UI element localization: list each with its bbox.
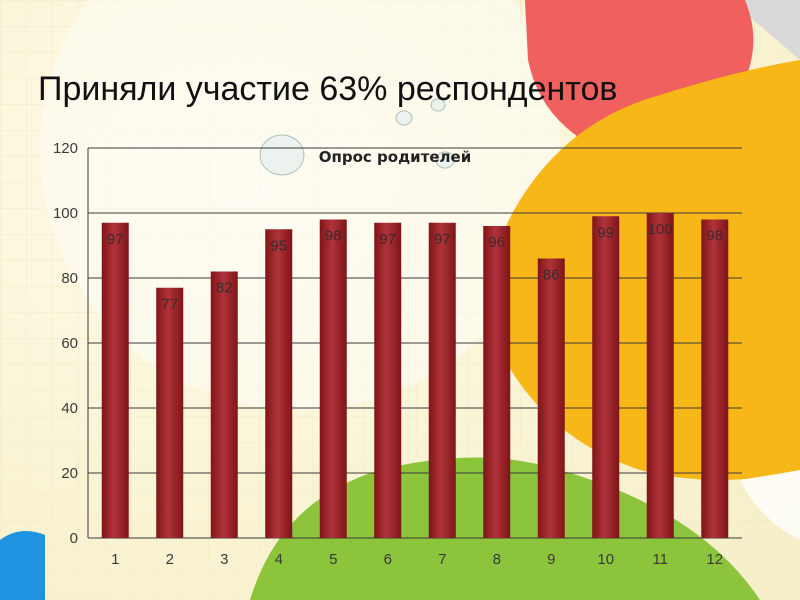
x-tick-label-10: 10 (597, 551, 614, 568)
chart-title: Опрос родителей (319, 148, 471, 166)
bar-5 (319, 219, 347, 538)
bar-8 (483, 226, 511, 538)
bar-11 (646, 213, 674, 538)
data-label-11: 100 (648, 221, 673, 238)
decor-circle-blue (0, 531, 45, 600)
bar-1 (101, 222, 129, 538)
bars (101, 213, 729, 538)
bar-12 (701, 219, 729, 538)
bar-3 (210, 271, 238, 538)
decor-circle-white-right (740, 470, 800, 540)
data-label-12: 98 (706, 228, 723, 245)
y-tick-label: 80 (61, 270, 78, 287)
data-label-4: 95 (270, 237, 287, 254)
y-tick-label: 60 (61, 335, 78, 352)
x-tick-label-3: 3 (220, 551, 228, 568)
data-label-3: 82 (216, 280, 233, 297)
bar-4 (265, 229, 293, 538)
y-tick-label: 100 (53, 205, 78, 222)
data-label-2: 77 (161, 296, 178, 313)
water-drop-small-3 (430, 98, 446, 112)
bar-6 (374, 222, 402, 538)
axes (87, 148, 742, 539)
y-tick-label: 20 (61, 465, 78, 482)
water-drop-small-1 (395, 110, 413, 126)
x-tick-label-1: 1 (111, 551, 119, 568)
x-tick-label-7: 7 (438, 551, 446, 568)
bar-10 (592, 216, 620, 538)
y-tick-label: 40 (61, 400, 78, 417)
data-label-9: 86 (543, 267, 560, 284)
x-tick-label-11: 11 (652, 551, 668, 568)
y-tick-label: 0 (70, 530, 78, 547)
data-label-8: 96 (488, 234, 505, 251)
y-tick-label: 120 (53, 140, 78, 157)
data-label-7: 97 (434, 231, 451, 248)
x-tick-label-5: 5 (329, 551, 337, 568)
data-label-5: 98 (325, 228, 342, 245)
x-tick-label-9: 9 (547, 551, 555, 568)
data-labels: 97 77 82 95 98 97 97 96 86 99 100 98 (107, 221, 723, 313)
bar-2 (156, 287, 184, 538)
x-tick-label-2: 2 (166, 551, 174, 568)
data-label-10: 99 (597, 224, 614, 241)
grid-lines (88, 147, 742, 474)
x-tick-label-6: 6 (384, 551, 392, 568)
data-label-6: 97 (379, 231, 396, 248)
x-tick-label-12: 12 (706, 551, 723, 568)
water-drop-large (259, 134, 305, 176)
water-drop-small-2 (435, 151, 455, 169)
x-tick-label-8: 8 (493, 551, 501, 568)
bar-7 (428, 222, 456, 538)
data-label-1: 97 (107, 231, 124, 248)
x-tick-label-4: 4 (275, 551, 283, 568)
bar-9 (537, 258, 565, 538)
slide-title: Приняли участие 63% респондентов (38, 70, 618, 108)
